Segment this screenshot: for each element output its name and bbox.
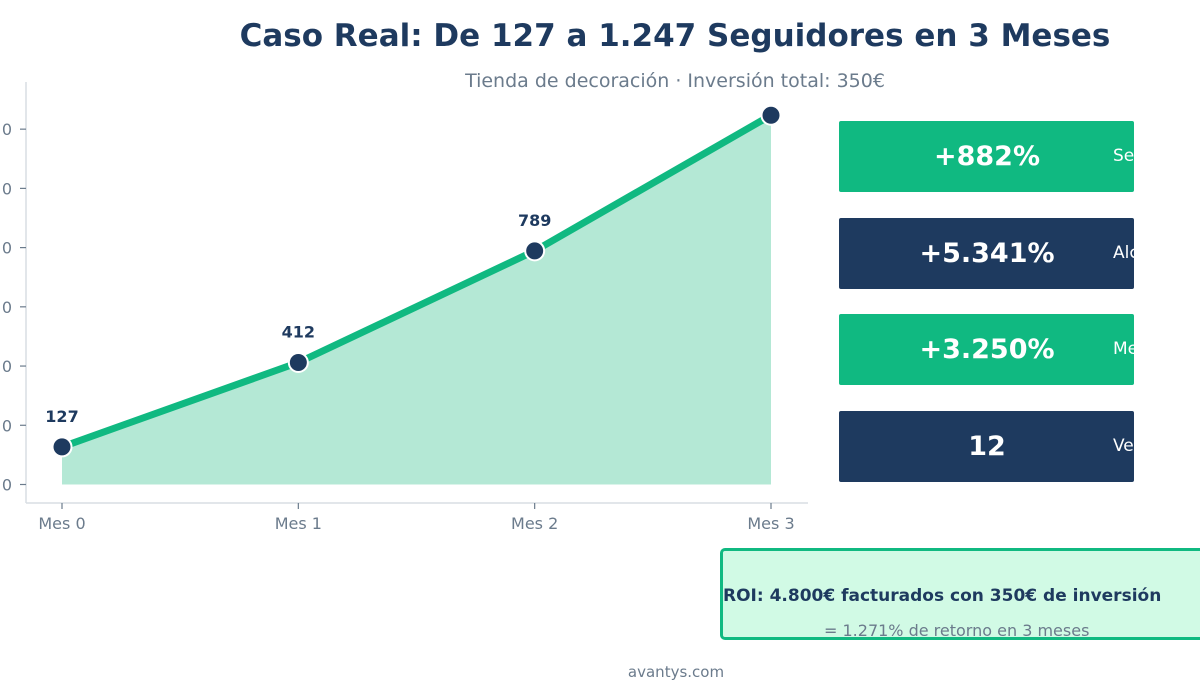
stat-label: Me bbox=[1113, 339, 1134, 359]
stat-value: +5.341% bbox=[919, 238, 1055, 269]
area-fill bbox=[62, 115, 771, 485]
x-tick-label: Mes 2 bbox=[511, 514, 558, 533]
chart-title: Caso Real: De 127 a 1.247 Seguidores en … bbox=[239, 18, 1111, 54]
stat-card: +882% Se bbox=[839, 121, 1134, 192]
data-point bbox=[760, 104, 782, 126]
y-tick-label: 0 bbox=[2, 120, 12, 139]
data-point bbox=[287, 351, 309, 373]
x-tick-label: Mes 1 bbox=[275, 514, 322, 533]
y-tick-label: 0 bbox=[2, 476, 12, 495]
stat-card: 12 Ve bbox=[839, 411, 1134, 482]
stat-label: Se bbox=[1113, 146, 1134, 166]
stat-label: Alc bbox=[1113, 243, 1134, 263]
footer-credit: avantys.com bbox=[627, 663, 725, 681]
stat-card: +3.250% Me bbox=[839, 314, 1134, 385]
stat-label: Ve bbox=[1113, 436, 1134, 456]
roi-headline: ROI: 4.800€ facturados con 350€ de inver… bbox=[723, 586, 1162, 606]
chart-subtitle: Tienda de decoración · Inversión total: … bbox=[465, 70, 885, 92]
stat-value: +3.250% bbox=[919, 334, 1055, 365]
data-label: 412 bbox=[282, 322, 315, 341]
y-tick-label: 0 bbox=[2, 298, 12, 317]
x-tick-label: Mes 3 bbox=[747, 514, 794, 533]
series-line bbox=[58, 111, 775, 451]
stat-value: 12 bbox=[968, 431, 1006, 462]
stat-value: +882% bbox=[933, 141, 1041, 172]
y-tick-label: 0 bbox=[2, 179, 12, 198]
stat-card: +5.341% Alc bbox=[839, 218, 1134, 289]
roi-callout: ROI: 4.800€ facturados con 350€ de inver… bbox=[720, 548, 1200, 640]
data-label: 789 bbox=[518, 211, 551, 230]
x-tick-label: Mes 0 bbox=[38, 514, 85, 533]
y-tick-label: 0 bbox=[2, 416, 12, 435]
data-point bbox=[51, 436, 73, 458]
y-tick-label: 0 bbox=[2, 357, 12, 376]
data-label: 127 bbox=[45, 407, 78, 426]
roi-detail: = 1.271% de retorno en 3 meses bbox=[824, 621, 1090, 640]
data-point bbox=[524, 240, 546, 262]
y-tick-label: 0 bbox=[2, 239, 12, 258]
